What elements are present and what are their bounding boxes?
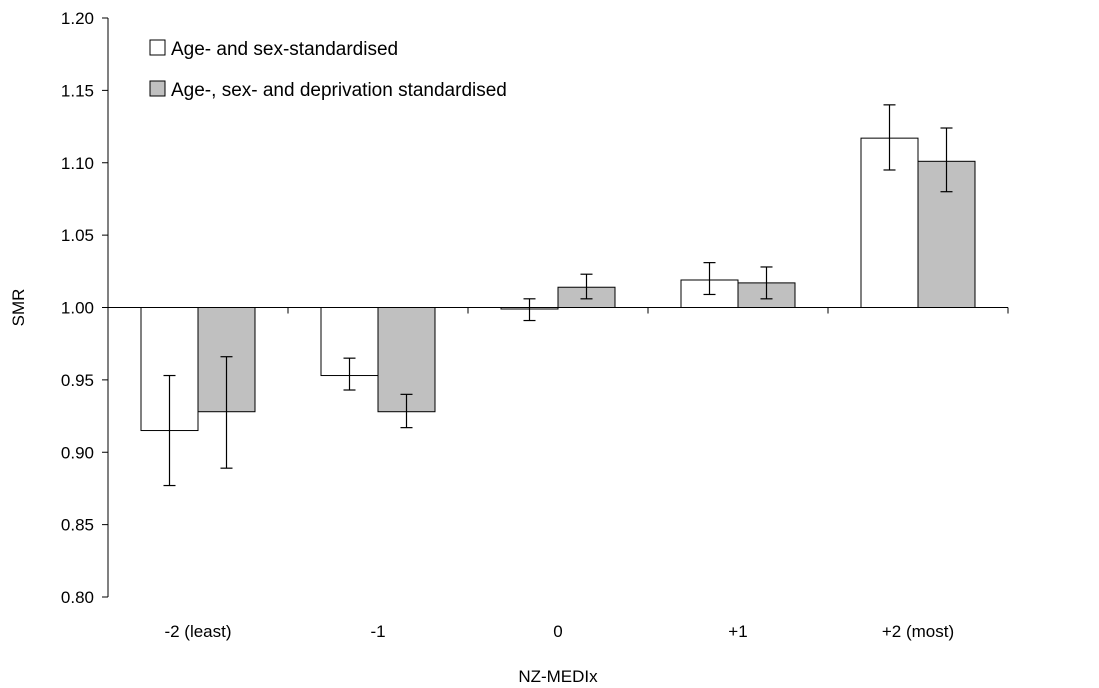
x-tick-label: 0 — [553, 622, 562, 641]
x-tick-labels: -2 (least) -1 0 +1 +2 (most) — [164, 622, 954, 641]
error-bars — [163, 104, 953, 487]
y-tick-labels: 0.80 0.85 0.90 0.95 1.00 1.05 1.10 1.15 1.20 — [61, 9, 94, 607]
x-ticks — [287, 307, 1009, 314]
error-bar — [220, 356, 233, 469]
legend-label-age-sex: Age- and sex-standardised — [171, 39, 398, 60]
y-axis-title: SMR — [9, 289, 28, 327]
x-tick-label: -1 — [370, 622, 385, 641]
legend: Age- and sex-standardised Age-, sex- and… — [149, 39, 507, 101]
error-bar — [400, 393, 413, 429]
error-bar — [703, 262, 716, 296]
axes: 0.80 0.85 0.90 0.95 1.00 1.05 1.10 1.15 1.20 -2 … — [61, 9, 1009, 641]
y-tick-label: 1.05 — [61, 226, 94, 245]
y-tick-label: 0.95 — [61, 371, 94, 390]
y-ticks — [102, 17, 108, 598]
y-tick-label: 1.00 — [61, 299, 94, 318]
y-tick-label: 0.90 — [61, 443, 94, 462]
x-tick-label: -2 (least) — [164, 622, 231, 641]
bars — [140, 137, 976, 432]
legend-swatch-age-sex — [149, 39, 166, 56]
legend-label-age-sex-deprivation: Age-, sex- and deprivation standardised — [171, 80, 507, 101]
legend-swatch-age-sex-deprivation — [149, 80, 166, 97]
error-bar — [883, 104, 896, 171]
error-bar — [760, 266, 773, 300]
error-bar — [580, 273, 593, 300]
x-tick-label: +1 — [728, 622, 747, 641]
y-tick-label: 1.15 — [61, 81, 94, 100]
error-bar — [523, 298, 536, 322]
y-tick-label: 0.85 — [61, 516, 94, 535]
y-tick-label: 1.10 — [61, 154, 94, 173]
error-bar — [343, 357, 356, 391]
x-axis-title: NZ-MEDIx — [518, 667, 598, 686]
y-tick-label: 1.20 — [61, 9, 94, 28]
error-bar — [163, 374, 176, 487]
error-bar — [940, 127, 953, 193]
x-tick-label: +2 (most) — [882, 622, 954, 641]
y-tick-label: 0.80 — [61, 588, 94, 607]
